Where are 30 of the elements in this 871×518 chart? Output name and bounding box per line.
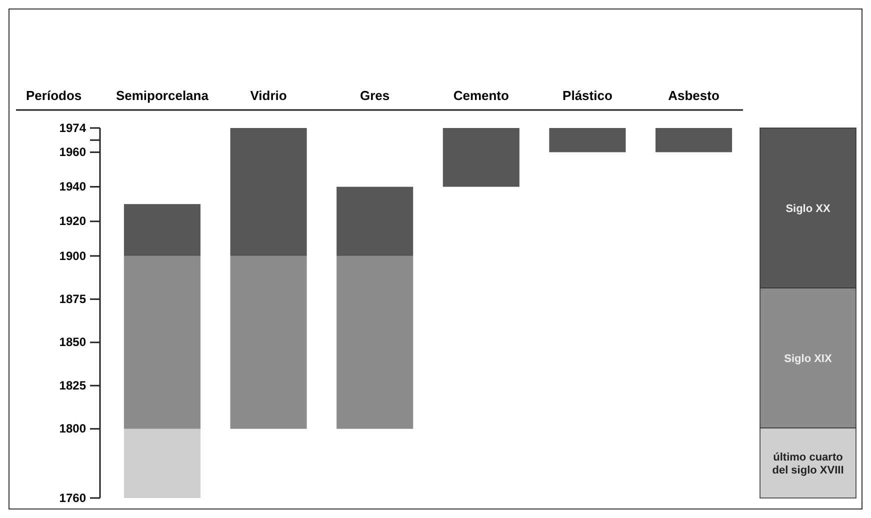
bar: [230, 256, 307, 429]
y-tick-label: 1974: [59, 120, 86, 135]
x-tick-label: Asbesto: [668, 88, 720, 103]
text: Siglo XIX: [784, 353, 832, 365]
bar: [230, 128, 307, 256]
y-tick-label: 1800: [59, 422, 86, 436]
bar: [124, 256, 200, 429]
x-tick-label: Gres: [360, 88, 390, 103]
y-tick-label: 1940: [59, 180, 86, 194]
bar: [656, 128, 732, 152]
y-tick-label: 1760: [59, 490, 86, 505]
bar: [442, 128, 520, 187]
y-axis-title: Períodos: [26, 88, 82, 103]
bar: [336, 186, 414, 256]
text: Siglo XX: [786, 203, 831, 215]
y-tick-label: 1875: [59, 292, 86, 306]
y-tick-label: 1920: [59, 214, 86, 228]
bar: [124, 204, 200, 256]
bar: [124, 428, 200, 498]
x-tick-label: Plástico: [562, 88, 612, 103]
text: último cuarto del siglo XVIII: [772, 452, 844, 476]
y-tick-label: 1960: [59, 145, 86, 160]
x-tick-label: Cemento: [453, 88, 510, 103]
x-tick-label: Vidrio: [250, 88, 287, 103]
bar: [549, 128, 626, 152]
y-tick-label: 1900: [59, 248, 86, 263]
y-tick-label: 1825: [59, 378, 86, 392]
bar: [336, 256, 414, 429]
x-tick-label: Semiporcelana: [116, 88, 210, 103]
y-tick-label: 1850: [59, 335, 86, 350]
